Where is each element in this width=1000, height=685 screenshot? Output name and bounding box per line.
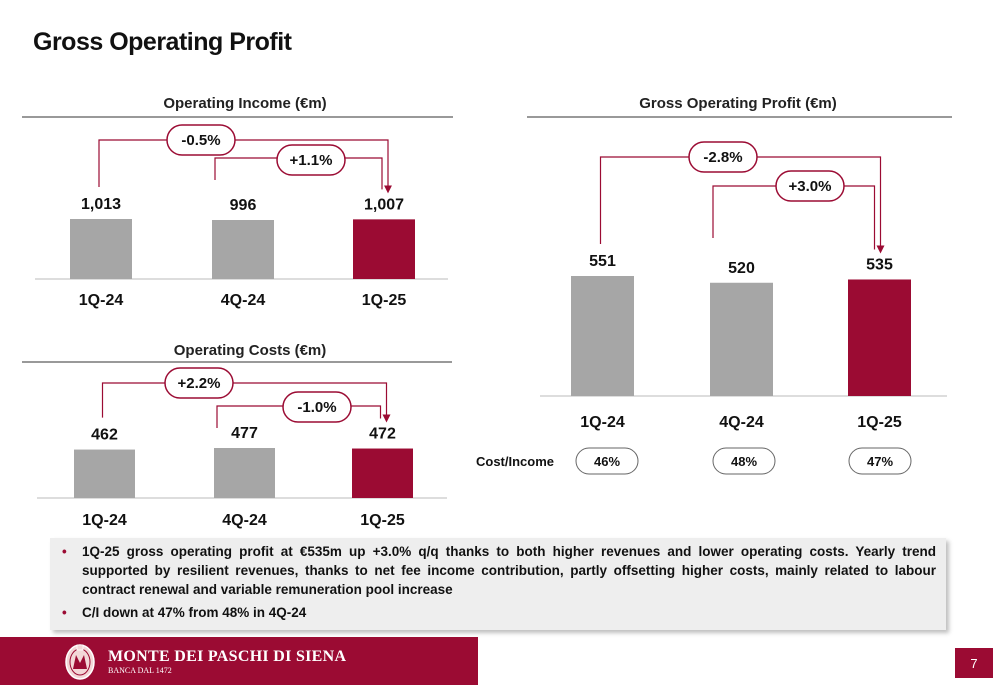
bar-1Q-25: [353, 219, 415, 279]
delta-badge: [164, 367, 234, 399]
page-title: Gross Operating Profit: [33, 28, 292, 56]
delta-label: +2.2%: [178, 375, 221, 392]
data-label: 996: [230, 197, 257, 214]
cost-income-pill: [848, 447, 912, 475]
delta-connector: [101, 382, 391, 423]
cost-income-value: 46%: [594, 454, 620, 469]
data-label: 462: [91, 427, 118, 444]
bank-crest-icon: [65, 644, 95, 680]
bullet-item: 1Q-25 gross operating profit at €535m up…: [62, 542, 936, 599]
bar-4Q-24: [710, 282, 773, 396]
delta-badge: [775, 170, 845, 202]
delta-label: +1.1%: [290, 152, 333, 169]
bar-1Q-24: [74, 449, 135, 498]
data-label: 1,013: [81, 196, 121, 213]
bullet-item: C/I down at 47% from 48% in 4Q-24: [62, 603, 936, 622]
delta-label: -2.8%: [703, 149, 742, 166]
commentary-box: 1Q-25 gross operating profit at €535m up…: [50, 538, 946, 630]
data-label: 535: [866, 256, 893, 273]
charts-canvas: Operating Income (€m) 1,013 1Q-24 996 4Q-24 1…: [22, 95, 952, 529]
data-label: 472: [369, 426, 396, 443]
bank-name: MONTE DEI PASCHI DI SIENA: [108, 648, 347, 665]
category-label: 1Q-25: [857, 414, 902, 431]
delta-connector: [98, 139, 392, 194]
delta-label: +3.0%: [789, 178, 832, 195]
category-label: 4Q-24: [221, 292, 266, 309]
delta-badge: [688, 141, 758, 173]
page-number: 7: [955, 648, 993, 678]
category-label: 4Q-24: [222, 512, 267, 529]
category-label: 1Q-24: [580, 414, 625, 431]
cost-income-value: 48%: [731, 454, 757, 469]
bar-1Q-24: [70, 219, 132, 279]
category-label: 1Q-25: [362, 292, 407, 309]
delta-badge: [282, 391, 352, 423]
data-label: 520: [728, 260, 755, 277]
cost-income-pill: [712, 447, 776, 475]
category-label: 4Q-24: [719, 414, 764, 431]
delta-badge: [166, 124, 236, 156]
bar-4Q-24: [212, 220, 274, 279]
footer-banner: MONTE DEI PASCHI DI SIENA BANCA DAL 1472: [0, 637, 478, 685]
delta-label: -1.0%: [297, 399, 336, 416]
bank-tagline: BANCA DAL 1472: [108, 666, 172, 675]
delta-badge: [276, 144, 346, 176]
bar-4Q-24: [214, 448, 275, 498]
chart-title: Operating Costs (€m): [174, 342, 327, 359]
chart-title: Operating Income (€m): [163, 95, 326, 112]
chart-title: Gross Operating Profit (€m): [639, 95, 837, 112]
category-label: 1Q-24: [82, 512, 127, 529]
category-label: 1Q-24: [79, 292, 124, 309]
data-label: 551: [589, 253, 616, 270]
bar-1Q-25: [352, 448, 413, 498]
cost-income-pill: [575, 447, 639, 475]
cost-income-label: Cost/Income: [476, 454, 554, 469]
bar-1Q-24: [571, 276, 634, 396]
data-label: 477: [231, 425, 258, 442]
bullet-list: 1Q-25 gross operating profit at €535m up…: [60, 542, 936, 622]
delta-label: -0.5%: [181, 132, 220, 149]
category-label: 1Q-25: [360, 512, 405, 529]
cost-income-value: 47%: [867, 454, 893, 469]
data-label: 1,007: [364, 196, 404, 213]
bar-1Q-25: [848, 279, 911, 396]
